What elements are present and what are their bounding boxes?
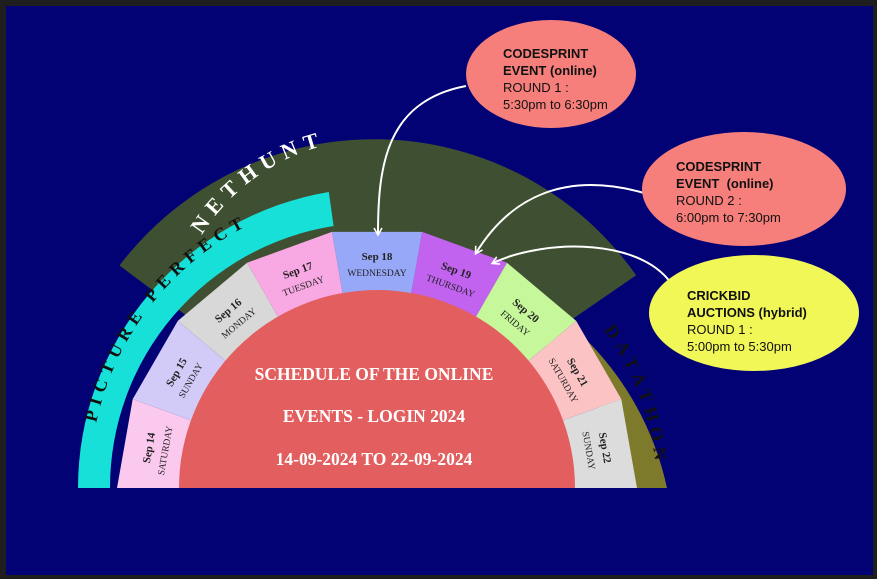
canvas: Sep 14 SATURDAY Sep 15 SUNDAY Sep 16 MONDAY Se…: [6, 6, 873, 575]
day-label: Sep 18 WEDNESDAY: [347, 251, 406, 279]
event-bubble-codesprint-round1: CODESPRINT EVENT (online) ROUND 1 : 5:30…: [466, 20, 636, 128]
day-weekday: WEDNESDAY: [347, 269, 406, 279]
event-subtitle: AUCTIONS (hybrid): [687, 305, 807, 320]
center-title-line2: EVENTS - LOGIN 2024: [283, 406, 466, 426]
center-title-line1: SCHEDULE OF THE ONLINE: [255, 364, 494, 384]
center-schedule-disc: [179, 290, 575, 488]
event-bubble-crickbid-round1: CRICKBID AUCTIONS (hybrid) ROUND 1 : 5:0…: [649, 255, 859, 371]
event-time: 5:00pm to 5:30pm: [687, 339, 792, 354]
connector-crickbid-round1: [490, 245, 675, 289]
event-title: CODESPRINT: [676, 159, 762, 174]
event-title: CODESPRINT: [503, 46, 589, 61]
connector-codesprint-round1: [373, 85, 467, 237]
event-subtitle: EVENT (online): [503, 63, 597, 78]
day-date: Sep 18: [362, 251, 393, 263]
day-date: Sep 22: [596, 432, 613, 465]
event-bubble-codesprint-round2: CODESPRINT EVENT (online) ROUND 2 : 6:00…: [642, 132, 846, 246]
day-segment: [117, 399, 199, 488]
day-segment: [555, 399, 637, 488]
picture-perfect-band: [77, 192, 334, 488]
day-date: Sep 14: [141, 431, 158, 464]
connector-codesprint-round2: [474, 184, 645, 256]
event-time: 6:00pm to 7:30pm: [676, 210, 781, 225]
event-round: ROUND 1 :: [687, 322, 753, 337]
center-date-range: 14-09-2024 TO 22-09-2024: [276, 449, 473, 469]
event-time: 5:30pm to 6:30pm: [503, 97, 608, 112]
event-subtitle: EVENT (online): [676, 176, 774, 191]
event-round: ROUND 2 :: [676, 193, 742, 208]
day-segment: [331, 231, 423, 301]
event-title: CRICKBID: [687, 288, 751, 303]
event-round: ROUND 1 :: [503, 80, 569, 95]
